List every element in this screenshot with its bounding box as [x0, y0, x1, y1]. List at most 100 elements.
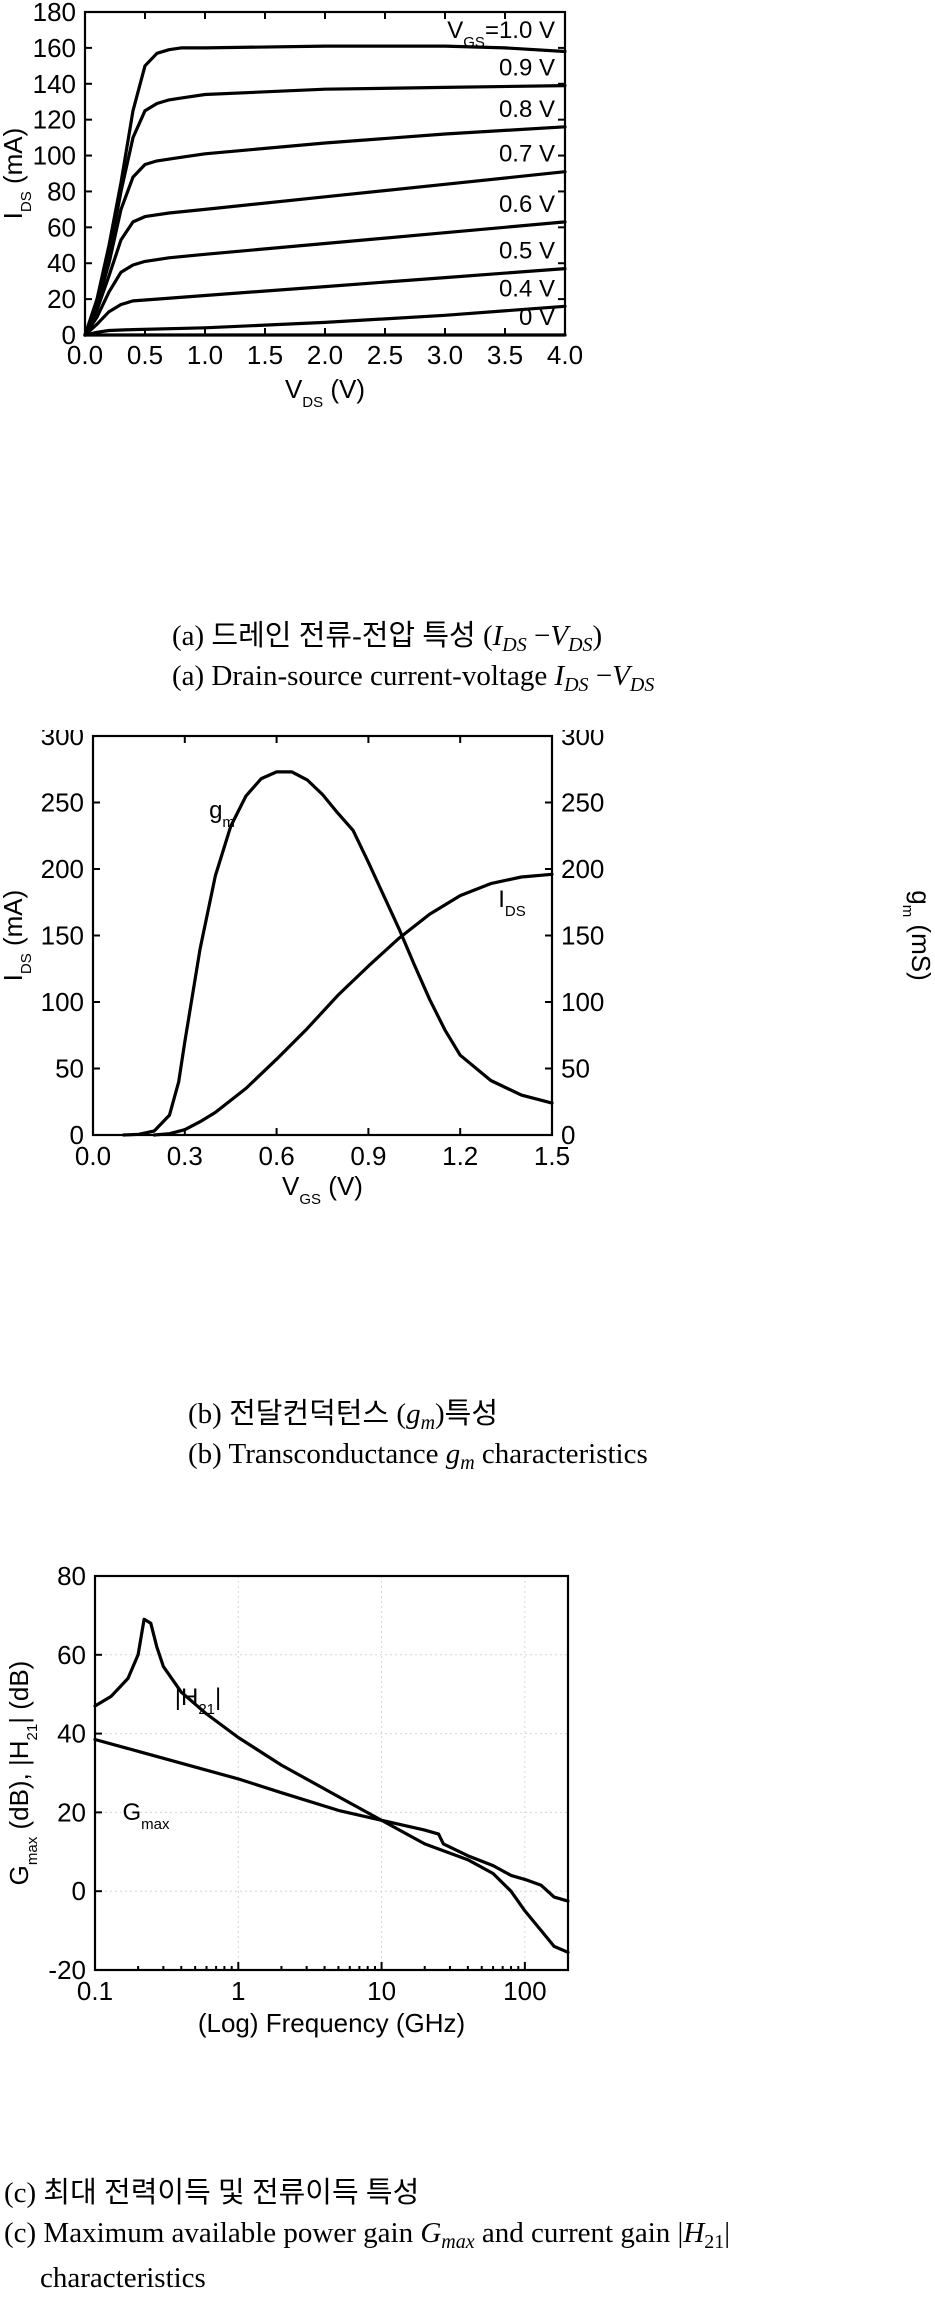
series-line	[83, 267, 567, 337]
x-tick-label: 0.9	[350, 1141, 386, 1171]
caption-b-english-suffix: characteristics	[481, 1438, 648, 1470]
x-axis-label: VDS (V)	[285, 374, 365, 411]
y-tick-label: 80	[57, 1561, 86, 1591]
y-axis-label: Gmax (dB), |H21| (dB)	[4, 1661, 41, 1886]
chart-c-gain: 0.1 1 10 100 -20 0 20 40 60 80 (Log) Frequency (GH…	[4, 1561, 570, 2038]
y-tick-label: 80	[47, 176, 76, 206]
y-tick-label: 160	[33, 33, 76, 63]
caption-a-korean-close: )	[592, 620, 603, 652]
x-tick-label: 3.0	[427, 340, 463, 370]
x-tick-label: 0.6	[259, 1141, 295, 1171]
y2-tick-label: 0	[561, 1120, 575, 1150]
series-label: 0.6 V	[499, 191, 555, 218]
y2-tick-label: 300	[561, 730, 604, 751]
y-tick-label: 40	[57, 1719, 86, 1749]
y-tick-label: 20	[57, 1797, 86, 1827]
series-label: 0.5 V	[499, 238, 555, 265]
y-tick-label: 0	[62, 320, 76, 350]
caption-a-english: (a) Drain-source current-voltage IDS −VD…	[172, 660, 655, 696]
series-line	[93, 1617, 570, 1954]
x-axis-label: (Log) Frequency (GHz)	[198, 2008, 465, 2038]
x-tick-label: 1	[231, 1976, 245, 2006]
y-tick-label: 100	[41, 987, 84, 1017]
series-label: 0.7 V	[499, 141, 555, 168]
x-tick-label: 1.2	[442, 1141, 478, 1171]
x-tick-label: 1.5	[247, 340, 283, 370]
x-tick-label: 0.5	[127, 340, 163, 370]
y-tick-label: 140	[33, 69, 76, 99]
series-label-ids: IDS	[498, 886, 526, 920]
x-tick-label: 3.5	[487, 340, 523, 370]
y-tick-label: 250	[41, 788, 84, 818]
series-line	[83, 44, 567, 337]
caption-b-english-text: (b) Transconductance	[188, 1438, 439, 1470]
y-tick-label: 0	[72, 1876, 86, 1906]
caption-a-english-text: (a) Drain-source current-voltage	[172, 660, 548, 692]
series-label: 0.8 V	[499, 96, 555, 123]
x-tick-label: 2.5	[367, 340, 403, 370]
x-axis-label: VGS (V)	[282, 1171, 363, 1208]
series-line	[152, 872, 554, 1137]
y-tick-label: 60	[47, 212, 76, 242]
caption-b-korean: (b) 전달컨덕턴스 (gm)특성	[188, 1398, 499, 1434]
series-label: VGS=1.0 V	[447, 17, 555, 51]
x-tick-label: 2.0	[307, 340, 343, 370]
caption-b-korean-close: )특성	[435, 1398, 499, 1430]
caption-c-english-mid: and current gain |	[481, 2217, 684, 2249]
plot-frame	[93, 1574, 570, 1972]
y-tick-label: 0	[70, 1120, 84, 1150]
series-line	[83, 125, 567, 337]
y2-tick-label: 250	[561, 788, 604, 818]
caption-c-english-close: |	[724, 2217, 731, 2249]
y-tick-label: 20	[47, 284, 76, 314]
y-axis-label: IDS (mA)	[0, 128, 35, 220]
x-tick-label: 100	[503, 1976, 546, 2006]
caption-c-korean: (c) 최대 전력이득 및 전류이득 특성	[4, 2169, 935, 2211]
y-tick-label: 300	[41, 730, 84, 751]
y-tick-label: 100	[33, 141, 76, 171]
x-tick-label: 0.0	[67, 340, 103, 370]
x-tick-label: 0.3	[167, 1141, 203, 1171]
series-label-h21: |H21|	[175, 1684, 222, 1718]
y2-tick-label: 150	[561, 921, 604, 951]
x-tick-label: 4.0	[547, 340, 583, 370]
series-label-gm: gm	[209, 797, 235, 831]
y-tick-label: 120	[33, 105, 76, 135]
caption-b-korean-text: (b) 전달컨덕턴스 (	[188, 1398, 407, 1430]
caption-a-korean-text: (a) 드레인 전류-전압 특성 (	[172, 620, 493, 652]
y2-tick-label: 50	[561, 1054, 590, 1084]
caption-c-english-line2-text: characteristics	[40, 2262, 206, 2294]
series-line	[122, 770, 554, 1137]
series-line	[83, 220, 567, 337]
y-tick-label: -20	[48, 1955, 86, 1985]
y-tick-label: 50	[55, 1054, 84, 1084]
series-line	[83, 84, 567, 337]
chart-a-id-vds: 0.0 0.5 1.0 1.5 2.0 2.5 3.0 3.5 4.0 0 20 40 60 80 100 1…	[0, 0, 583, 411]
y-axis-label: IDS (mA)	[0, 890, 35, 982]
caption-a-korean: (a) 드레인 전류-전압 특성 (IDS −VDS)	[172, 620, 603, 656]
y-tick-label: 150	[41, 921, 84, 951]
series-label: 0.9 V	[499, 55, 555, 82]
caption-c-english: (c) Maximum available power gain Gmax an…	[4, 2217, 731, 2253]
y2-tick-label: 200	[561, 854, 604, 884]
series-label-gmax: Gmax	[122, 1799, 170, 1833]
y-tick-label: 60	[57, 1640, 86, 1670]
series-label: 0.4 V	[499, 275, 555, 302]
x-tick-label: 1.0	[187, 340, 223, 370]
caption-c-korean-text: (c) 최대 전력이득 및 전류이득 특성	[4, 2177, 420, 2209]
series-line	[83, 170, 567, 337]
x-tick-label: 0.0	[75, 1141, 111, 1171]
y2-tick-label: 100	[561, 987, 604, 1017]
y-tick-label: 180	[33, 0, 76, 27]
series-line	[83, 304, 567, 337]
series-label: 0 V	[519, 304, 555, 331]
y2-axis-label: gm (mS)	[900, 890, 935, 981]
series-line	[93, 1737, 570, 1903]
x-tick-label: 1.5	[534, 1141, 570, 1171]
x-tick-label: 10	[367, 1976, 396, 2006]
caption-c-english-text: (c) Maximum available power gain	[4, 2217, 414, 2249]
y-tick-label: 200	[41, 854, 84, 884]
y-tick-label: 40	[47, 248, 76, 278]
caption-c-english-line2: characteristics	[40, 2262, 935, 2295]
